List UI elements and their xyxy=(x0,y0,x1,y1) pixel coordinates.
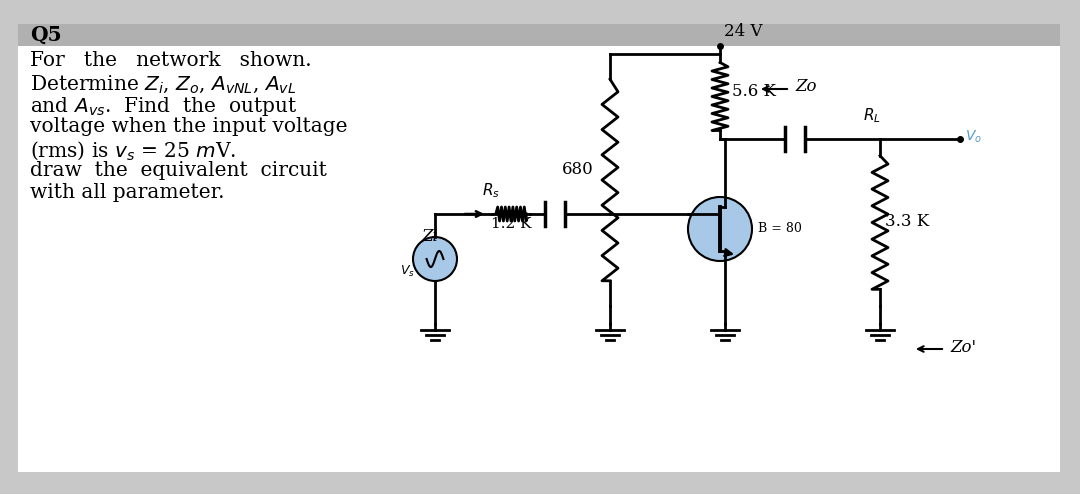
Text: 24 V: 24 V xyxy=(724,24,762,41)
Text: Zo': Zo' xyxy=(950,338,976,356)
Text: $R_L$: $R_L$ xyxy=(863,106,881,125)
Text: B = 80: B = 80 xyxy=(758,222,801,236)
Text: 680: 680 xyxy=(562,161,594,177)
Text: 5.6 K: 5.6 K xyxy=(732,83,777,100)
Text: Zi: Zi xyxy=(421,228,438,245)
Text: For   the   network   shown.: For the network shown. xyxy=(30,51,312,70)
Circle shape xyxy=(688,197,752,261)
Text: with all parameter.: with all parameter. xyxy=(30,183,225,202)
Text: 3.3 K: 3.3 K xyxy=(885,213,929,230)
Text: Q5: Q5 xyxy=(30,25,62,45)
Text: Zo: Zo xyxy=(795,79,816,95)
Text: $V_o$: $V_o$ xyxy=(966,129,982,145)
Circle shape xyxy=(413,237,457,281)
Bar xyxy=(18,24,1059,46)
Text: 1.2 K: 1.2 K xyxy=(490,217,531,231)
Text: and $A_{vs}$.  Find  the  output: and $A_{vs}$. Find the output xyxy=(30,95,297,118)
Text: voltage when the input voltage: voltage when the input voltage xyxy=(30,117,348,136)
Text: draw  the  equivalent  circuit: draw the equivalent circuit xyxy=(30,161,327,180)
Text: (rms) is $v_s$ = 25 $m$V.: (rms) is $v_s$ = 25 $m$V. xyxy=(30,139,237,162)
Text: $R_s$: $R_s$ xyxy=(482,181,500,200)
Text: $V_s$: $V_s$ xyxy=(400,264,415,279)
Text: Determine $Z_i$, $Z_o$, $A_{vNL}$, $A_{vL}$: Determine $Z_i$, $Z_o$, $A_{vNL}$, $A_{v… xyxy=(30,73,296,94)
